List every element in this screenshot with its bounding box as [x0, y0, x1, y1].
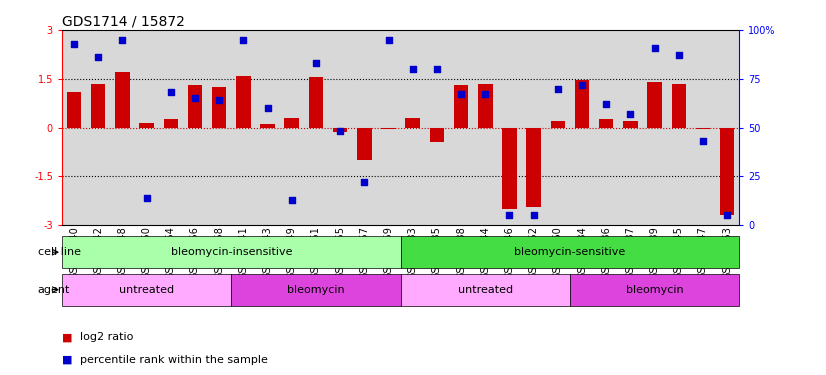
Text: cell line: cell line — [38, 247, 81, 257]
Bar — [382, 128, 396, 129]
Point — [720, 212, 733, 218]
Text: agent: agent — [38, 285, 70, 295]
Point — [116, 37, 129, 43]
Text: GDS1714 / 15872: GDS1714 / 15872 — [62, 15, 185, 29]
Point — [261, 105, 274, 111]
Bar — [212, 87, 226, 128]
Bar — [401, 274, 570, 306]
Point — [237, 37, 250, 43]
Text: ■: ■ — [62, 355, 73, 365]
Bar — [430, 128, 444, 142]
Bar — [406, 118, 420, 128]
Point — [309, 60, 322, 66]
Bar — [575, 80, 589, 128]
Bar — [164, 119, 178, 128]
Text: ■: ■ — [62, 333, 73, 342]
Bar — [67, 92, 81, 128]
Point — [285, 196, 298, 202]
Bar — [284, 118, 299, 128]
Point — [454, 92, 468, 98]
Point — [188, 95, 202, 101]
Point — [648, 45, 661, 51]
Bar — [502, 128, 517, 209]
Bar — [401, 236, 739, 268]
Point — [696, 138, 710, 144]
Bar — [453, 85, 468, 128]
Text: bleomycin-insensitive: bleomycin-insensitive — [170, 247, 292, 257]
Bar — [551, 121, 565, 128]
Bar — [62, 274, 231, 306]
Bar — [526, 128, 541, 207]
Bar — [478, 84, 492, 128]
Point — [672, 53, 686, 58]
Bar — [91, 84, 106, 128]
Text: bleomycin: bleomycin — [626, 285, 683, 295]
Bar — [695, 128, 710, 129]
Text: log2 ratio: log2 ratio — [80, 333, 134, 342]
Text: bleomycin: bleomycin — [287, 285, 344, 295]
Bar — [672, 84, 686, 128]
Point — [624, 111, 637, 117]
Point — [478, 92, 491, 98]
Bar — [720, 128, 734, 215]
Bar — [357, 128, 372, 160]
Point — [358, 179, 371, 185]
Point — [576, 82, 589, 88]
Point — [551, 86, 564, 92]
Bar — [236, 75, 250, 128]
Bar — [140, 123, 154, 128]
Point — [382, 37, 395, 43]
Point — [334, 128, 347, 134]
Text: percentile rank within the sample: percentile rank within the sample — [80, 355, 268, 365]
Point — [503, 212, 516, 218]
Point — [430, 66, 444, 72]
Bar — [599, 119, 614, 128]
Bar — [188, 85, 202, 128]
Bar — [62, 236, 401, 268]
Bar — [333, 128, 348, 132]
Point — [92, 54, 105, 60]
Point — [164, 89, 178, 95]
Point — [68, 40, 81, 46]
Text: untreated: untreated — [458, 285, 513, 295]
Bar — [115, 72, 130, 128]
Text: bleomycin-sensitive: bleomycin-sensitive — [515, 247, 625, 257]
Bar — [623, 121, 638, 128]
Bar — [309, 77, 323, 128]
Point — [140, 195, 153, 201]
Bar — [570, 274, 739, 306]
Bar — [260, 124, 275, 128]
Point — [406, 66, 420, 72]
Text: untreated: untreated — [119, 285, 174, 295]
Point — [600, 101, 613, 107]
Point — [527, 212, 540, 218]
Bar — [231, 274, 401, 306]
Bar — [648, 82, 662, 128]
Point — [212, 97, 225, 103]
